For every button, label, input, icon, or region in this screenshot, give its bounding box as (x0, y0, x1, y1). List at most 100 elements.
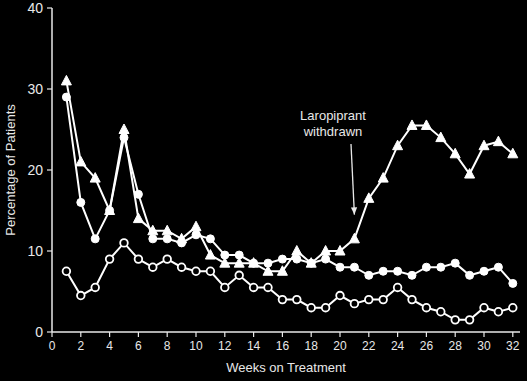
marker (206, 235, 214, 243)
x-tick-label: 24 (391, 339, 405, 353)
marker (394, 284, 402, 292)
marker (279, 296, 287, 304)
marker (450, 148, 460, 158)
marker (351, 300, 359, 308)
marker (91, 284, 99, 292)
marker (135, 255, 143, 263)
marker (321, 246, 331, 256)
marker (77, 292, 85, 300)
x-tick (253, 332, 254, 337)
y-axis-label: Percentage of Patients (3, 104, 18, 236)
x-tick (51, 332, 52, 337)
marker (192, 267, 200, 275)
marker (408, 296, 416, 304)
x-tick (455, 332, 456, 337)
x-tick-label: 22 (362, 339, 376, 353)
marker (133, 213, 143, 223)
marker (508, 148, 518, 158)
x-tick-label: 0 (49, 339, 56, 353)
x-tick-label: 8 (164, 339, 171, 353)
x-tick-label: 6 (135, 339, 142, 353)
marker (436, 132, 446, 142)
y-tick-label: 20 (27, 162, 43, 178)
x-tick-label: 30 (477, 339, 491, 353)
x-axis (52, 331, 520, 333)
marker (191, 221, 201, 231)
marker (106, 255, 114, 263)
y-tick (47, 331, 52, 332)
y-tick (47, 169, 52, 170)
marker (235, 251, 243, 259)
marker (451, 316, 459, 324)
marker (77, 198, 85, 206)
marker (480, 304, 488, 312)
marker (264, 259, 272, 267)
marker (364, 193, 374, 203)
marker (350, 263, 358, 271)
x-tick (339, 332, 340, 337)
marker (221, 251, 229, 259)
x-tick (282, 332, 283, 337)
x-tick-label: 12 (218, 339, 232, 353)
x-tick (109, 332, 110, 337)
marker (293, 296, 301, 304)
plot-area (61, 75, 517, 323)
marker (120, 134, 128, 142)
marker (249, 258, 259, 268)
marker (407, 120, 417, 130)
marker (205, 250, 215, 259)
marker (235, 272, 243, 280)
x-tick (483, 332, 484, 337)
x-tick (368, 332, 369, 337)
marker (105, 205, 115, 215)
marker (134, 190, 142, 198)
marker (120, 239, 128, 247)
x-tick-label: 18 (305, 339, 319, 353)
marker (76, 156, 86, 166)
marker (192, 231, 200, 239)
marker (466, 316, 474, 324)
marker (378, 173, 388, 183)
marker (509, 304, 517, 312)
marker (451, 259, 459, 267)
marker (322, 255, 330, 263)
x-tick (397, 332, 398, 337)
marker (90, 173, 100, 183)
marker (421, 120, 431, 130)
marker (62, 93, 70, 101)
marker (509, 279, 517, 287)
x-tick-label: 16 (276, 339, 290, 353)
x-tick-label: 26 (420, 339, 434, 353)
marker (63, 267, 71, 275)
marker (422, 263, 430, 271)
marker (423, 304, 431, 312)
series-line (66, 243, 512, 320)
marker (307, 259, 315, 267)
marker (91, 235, 99, 243)
marker (106, 207, 114, 215)
marker (466, 271, 474, 279)
annotation-text: Laropiprant (300, 108, 366, 123)
marker (293, 255, 301, 263)
marker (495, 308, 503, 316)
marker (292, 246, 302, 256)
y-tick (47, 88, 52, 89)
chart: 02468101214161820222426283032010203040We… (0, 0, 527, 381)
x-tick (426, 332, 427, 337)
x-tick (195, 332, 196, 337)
marker (307, 304, 315, 312)
marker (278, 255, 286, 263)
marker (322, 304, 330, 312)
y-tick (47, 250, 52, 251)
x-tick-label: 2 (77, 339, 84, 353)
x-tick (512, 332, 513, 337)
marker (207, 267, 215, 275)
marker (162, 225, 172, 235)
x-tick (80, 332, 81, 337)
marker (394, 267, 402, 275)
marker (493, 136, 503, 146)
series-line (66, 97, 512, 283)
marker (465, 169, 475, 179)
marker (408, 271, 416, 279)
marker (149, 235, 157, 243)
